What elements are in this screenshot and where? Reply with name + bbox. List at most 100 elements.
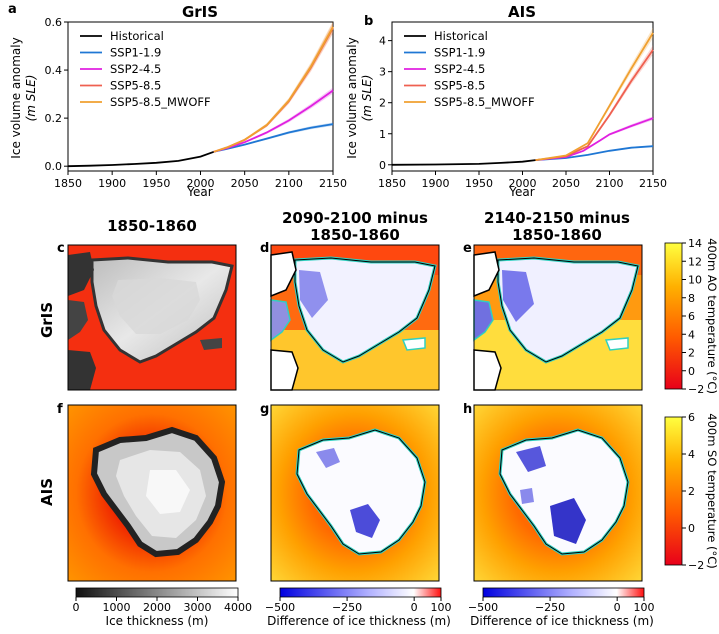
legend-label-b-2: SSP2-4.5	[434, 62, 485, 76]
panel-label-a: a	[8, 2, 17, 17]
x-tick-label-b-1900: 1900	[422, 177, 450, 190]
legend-label-a-4: SSP5-8.5_MWOFF	[110, 95, 211, 109]
row-label-gris: GrIS	[38, 302, 56, 338]
ylabel-a-2: (m SLE)	[24, 75, 38, 122]
ylabel-b-2: (m SLE)	[360, 75, 374, 122]
xlabel-a: Year	[186, 185, 212, 199]
legend-label-b-3: SSP5-8.5	[434, 79, 485, 93]
legend-label-a-0: Historical	[110, 29, 164, 43]
panel-label-c: c	[57, 241, 65, 256]
colorbar-thickness-tick-label-1: 1000	[103, 601, 131, 614]
map-panel-c	[67, 244, 237, 391]
panel-label-d: d	[260, 241, 269, 256]
col-title-2a: 2090-2100 minus	[282, 209, 428, 227]
colorbar-diff-2-tick-label-0: −500	[468, 601, 498, 614]
x-tick-label-b-2050: 2050	[552, 177, 580, 190]
panel-label-f: f	[57, 402, 63, 417]
col-title-3b: 1850-1860	[512, 226, 602, 244]
legend-label-a-2: SSP2-4.5	[110, 62, 161, 76]
colorbar-ao: 14 12 10 8 6 4 2 0 −2 400m AO temperature (°C)	[664, 237, 719, 396]
y-tick-label-a-0.4: 0.4	[45, 64, 63, 77]
plot-frame-b	[391, 21, 654, 172]
series-line-a-4	[213, 26, 334, 153]
y-tick-label-b-1: 1	[379, 128, 386, 141]
colorbar-thickness-tick-label-0: 0	[73, 601, 80, 614]
map-panel-d	[270, 244, 440, 391]
x-tick-label-a-1900: 1900	[98, 177, 126, 190]
panel-label-g: g	[260, 402, 269, 417]
legend-label-b-4: SSP5-8.5_MWOFF	[434, 95, 535, 109]
colorbar-so-tick-label-2: 2	[688, 485, 695, 498]
legend-label-b-0: Historical	[434, 29, 488, 43]
colorbar-diff-1-tick-label-0: −500	[265, 601, 295, 614]
panel-label-e: e	[463, 241, 472, 256]
colorbar-ao-tick-label-8: −2	[688, 383, 704, 396]
col-title-3a: 2140-2150 minus	[484, 209, 630, 227]
y-tick-label-b-3: 3	[379, 66, 386, 79]
map-panel-h	[473, 404, 643, 582]
colorbar-diff-2-label: Difference of ice thickness (m)	[470, 614, 654, 628]
y-tick-label-b-2: 2	[379, 97, 386, 110]
colorbar-ao-tick-label-4: 6	[688, 310, 695, 323]
colorbar-diff-2-tick-label-2: 0	[614, 601, 621, 614]
y-tick-label-a-0.6: 0.6	[45, 16, 63, 29]
colorbar-ao-tick-label-2: 10	[688, 274, 702, 287]
colorbar-so-label: 400m SO temperature (°C)	[705, 413, 719, 569]
y-tick-label-a-0.0: 0.0	[45, 160, 63, 173]
map-panel-g	[270, 404, 440, 582]
panel-title-a: GrIS	[182, 3, 218, 21]
x-tick-label-b-1950: 1950	[465, 177, 493, 190]
colorbar-ao-tick-label-1: 12	[688, 255, 702, 268]
ylabel-b-1: Ice volume anomaly	[345, 37, 359, 158]
ylabel-a-1: Ice volume anomaly	[9, 37, 23, 158]
colorbar-ao-tick-label-3: 8	[688, 292, 695, 305]
x-tick-label-a-2000: 2000	[187, 177, 215, 190]
x-tick-label-a-2100: 2100	[275, 177, 303, 190]
colorbar-thickness-label: Ice thickness (m)	[106, 614, 209, 628]
series-line-a-0	[67, 150, 215, 168]
colorbar-ao-tick-label-5: 4	[688, 328, 695, 341]
canada-islands-c	[68, 300, 88, 340]
colorbar-ao-label: 400m AO temperature (°C)	[705, 238, 719, 394]
axes-a: 1850 1900 1950 2000 2050 2100 2150 0.0 0.2 0.4 0.6…	[45, 16, 348, 190]
row-label-ais: AIS	[38, 478, 56, 506]
xlabel-b: Year	[508, 185, 534, 199]
x-tick-label-b-2100: 2100	[596, 177, 624, 190]
colorbar-diff-1: −500 −250 0 100 Difference of ice thickness…	[265, 587, 452, 628]
colorbar-ao-tick-label-0: 14	[688, 237, 702, 250]
panel-b: b AIS 1850 1900 1950 2000 2050 2100 2150 0 1 2 3 4 H…	[345, 3, 667, 199]
panel-label-b: b	[364, 14, 373, 29]
legend-label-a-3: SSP5-8.5	[110, 79, 161, 93]
series-line-b-0	[391, 159, 536, 166]
colorbar-so-tick-label-0: 6	[688, 411, 695, 424]
series-band-b-2	[535, 116, 653, 161]
colorbar-diff-2: −500 −250 0 100 Difference of ice thickness…	[468, 587, 655, 628]
canada-land-c	[68, 252, 94, 296]
panel-a: a GrIS 1850 1900 1950 2000 2050 2100 2150 0.0 0.…	[8, 2, 347, 199]
axes-b: 1850 1900 1950 2000 2050 2100 2150 0 1 2 3 4 Histori…	[378, 27, 667, 190]
map-panel-e	[473, 244, 643, 391]
colorbar-diff-1-label: Difference of ice thickness (m)	[267, 614, 451, 628]
col-title-2b: 1850-1860	[310, 226, 400, 244]
plot-frame-a	[67, 21, 334, 172]
x-tick-label-a-1950: 1950	[142, 177, 170, 190]
colorbar-ao-tick-label-6: 2	[688, 347, 695, 360]
colorbar-thickness: 0 1000 2000 3000 4000 Ice thickness (m)	[73, 587, 252, 628]
colorbar-thickness-tick-label-4: 4000	[224, 601, 252, 614]
x-tick-label-b-1850: 1850	[378, 177, 406, 190]
colorbar-ao-tick-label-7: 0	[688, 365, 695, 378]
panel-label-h: h	[463, 402, 472, 417]
x-tick-label-a-2150: 2150	[319, 177, 347, 190]
col-title-1: 1850-1860	[107, 217, 197, 235]
colorbar-so-tick-label-4: −2	[688, 559, 704, 572]
colorbar-diff-2-tick-label-1: −250	[535, 601, 565, 614]
legend-label-a-1: SSP1-1.9	[110, 46, 161, 60]
colorbar-diff-1-tick-label-1: −250	[332, 601, 362, 614]
colorbar-so: 6 4 2 0 −2 400m SO temperature (°C)	[664, 411, 719, 572]
x-tick-label-a-2050: 2050	[231, 177, 259, 190]
x-tick-label-b-2000: 2000	[509, 177, 537, 190]
series-line-b-4	[535, 32, 654, 161]
y-tick-label-b-4: 4	[379, 35, 386, 48]
map-panel-f	[67, 404, 237, 582]
